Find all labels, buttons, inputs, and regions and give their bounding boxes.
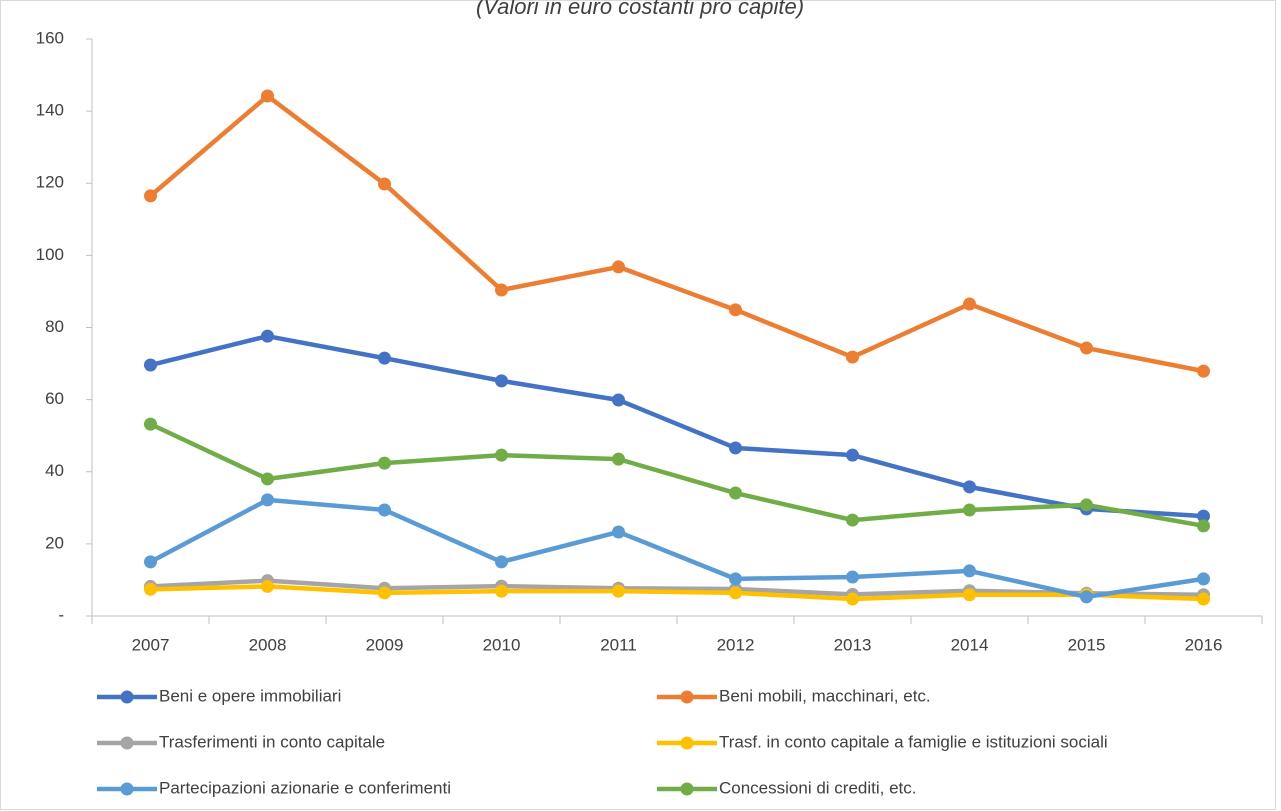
data-point — [261, 89, 274, 103]
data-point — [144, 189, 157, 203]
data-point — [729, 586, 742, 600]
legend-marker — [680, 690, 694, 704]
legend-marker — [120, 782, 134, 796]
data-point — [144, 582, 157, 596]
y-tick-label: 40 — [45, 461, 64, 480]
data-point — [729, 303, 742, 317]
data-point — [495, 374, 508, 388]
series-line — [149, 497, 1204, 600]
data-point — [963, 503, 976, 517]
legend-label: Beni mobili, macchinari, etc. — [719, 686, 931, 705]
y-tick-label: 140 — [36, 101, 64, 120]
data-point — [261, 329, 274, 343]
legend-marker — [680, 736, 694, 750]
series-line — [149, 93, 1204, 374]
data-point — [963, 564, 976, 578]
x-tick-label: 2010 — [483, 635, 521, 654]
legend-marker — [680, 782, 694, 796]
x-tick-label: 2011 — [600, 635, 637, 654]
data-point — [261, 493, 274, 507]
series-line — [149, 422, 1204, 529]
data-point — [1197, 519, 1210, 533]
series-line — [150, 584, 1204, 602]
legend-label: Beni e opere immobiliari — [159, 686, 341, 705]
data-point — [1197, 364, 1210, 378]
x-tick-label: 2007 — [132, 635, 170, 654]
data-point — [495, 448, 508, 462]
data-point — [261, 579, 274, 593]
data-point — [495, 555, 508, 569]
data-point — [1080, 590, 1093, 604]
x-tick-label: 2016 — [1185, 635, 1223, 654]
data-point — [378, 456, 391, 470]
x-tick-label: 2013 — [834, 635, 872, 654]
data-point — [729, 441, 742, 455]
y-tick-label: 60 — [45, 389, 64, 408]
x-tick-label: 2014 — [951, 635, 989, 654]
data-point — [378, 586, 391, 600]
data-point — [495, 283, 508, 297]
legend-label: Trasf. in conto capitale a famiglie e is… — [719, 732, 1108, 751]
y-tick-label: 20 — [45, 533, 64, 552]
data-point — [846, 592, 859, 606]
data-point — [378, 177, 391, 191]
x-tick-label: 2012 — [717, 635, 755, 654]
y-tick-label: 100 — [36, 245, 64, 264]
y-tick-label: 80 — [45, 317, 64, 336]
data-point — [378, 503, 391, 517]
data-point — [378, 351, 391, 365]
legend-marker — [120, 690, 134, 704]
legend-label: Partecipazioni azionarie e conferimenti — [159, 778, 451, 797]
data-point — [612, 452, 625, 466]
data-point — [1080, 498, 1093, 512]
data-point — [729, 572, 742, 586]
data-point — [846, 350, 859, 364]
data-point — [612, 393, 625, 407]
data-point — [963, 297, 976, 311]
data-point — [144, 417, 157, 431]
chart-subtitle: (Valori in euro costanti pro capite) — [476, 0, 804, 19]
data-point — [963, 588, 976, 602]
x-tick-label: 2009 — [366, 635, 404, 654]
data-point — [846, 570, 859, 584]
y-tick-label: 120 — [36, 173, 64, 192]
y-tick-label: 160 — [36, 28, 64, 47]
data-point — [612, 260, 625, 274]
data-point — [1080, 341, 1093, 355]
data-point — [495, 584, 508, 598]
data-point — [612, 584, 625, 598]
x-tick-label: 2015 — [1068, 635, 1106, 654]
data-point — [144, 555, 157, 569]
data-point — [846, 513, 859, 527]
data-point — [144, 358, 157, 372]
data-point — [729, 486, 742, 500]
data-point — [261, 472, 274, 486]
y-tick-label: - — [58, 605, 64, 624]
legend-label: Concessioni di crediti, etc. — [719, 778, 916, 797]
series-line — [149, 333, 1204, 519]
data-point — [963, 480, 976, 494]
data-point — [1197, 509, 1210, 523]
data-point — [612, 525, 625, 539]
legend-label: Trasferimenti in conto capitale — [159, 732, 385, 751]
legend-marker — [120, 736, 134, 750]
x-tick-label: 2008 — [249, 635, 287, 654]
data-point — [1197, 572, 1210, 586]
data-point — [846, 448, 859, 462]
series-line — [150, 578, 1204, 597]
data-point — [1197, 592, 1210, 606]
